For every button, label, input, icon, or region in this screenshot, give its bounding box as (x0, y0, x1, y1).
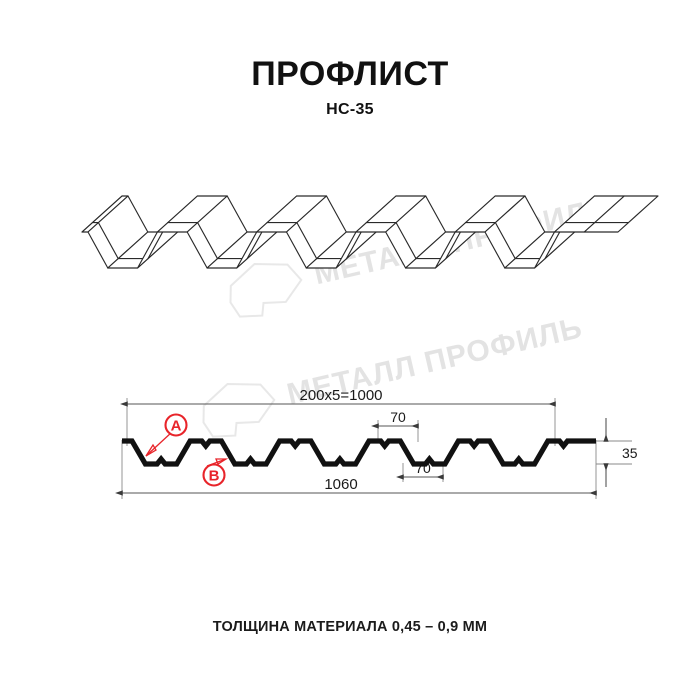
product-model-label: НС-35 (326, 101, 374, 118)
dimension-top-flange-label: 70 (390, 409, 406, 425)
dimension-profile-height-label: 35 (622, 445, 638, 461)
callout-b-circle (202, 463, 226, 487)
material-thickness-note: ТОЛЩИНА МАТЕРИАЛА 0,45 – 0,9 ММ (212, 619, 488, 635)
callout-b-letter: B (209, 468, 220, 485)
page-title: ПРОФЛИСТ (251, 55, 449, 93)
isometric-corrugation-group (81, 195, 659, 269)
iso-rib-line (97, 222, 119, 260)
profile-cross-section-path (122, 438, 596, 467)
extension-lines (121, 398, 632, 499)
watermark-logo-icon (229, 263, 303, 318)
dimension-working-width-label: 200x5=1000 (300, 387, 383, 404)
iso-left-edge (81, 195, 123, 233)
dimension-overall-width: 1060 (115, 476, 597, 496)
callout-a-letter: A (171, 418, 182, 435)
dimension-profile-height: 35 (603, 418, 638, 487)
watermark-logo-icon-2 (202, 383, 276, 438)
iso-rib-line (197, 222, 219, 260)
iso-rib-line (395, 222, 417, 260)
dimension-overall-width-label: 1060 (324, 476, 357, 493)
callout-b: B (202, 458, 229, 487)
dimension-working-width: 200x5=1000 (120, 387, 556, 407)
iso-rib-line (494, 222, 516, 260)
callout-a-circle (164, 413, 188, 437)
callout-a: A (145, 413, 188, 457)
dimension-top-flange: 70 (371, 409, 419, 429)
iso-rib-line (296, 222, 318, 260)
